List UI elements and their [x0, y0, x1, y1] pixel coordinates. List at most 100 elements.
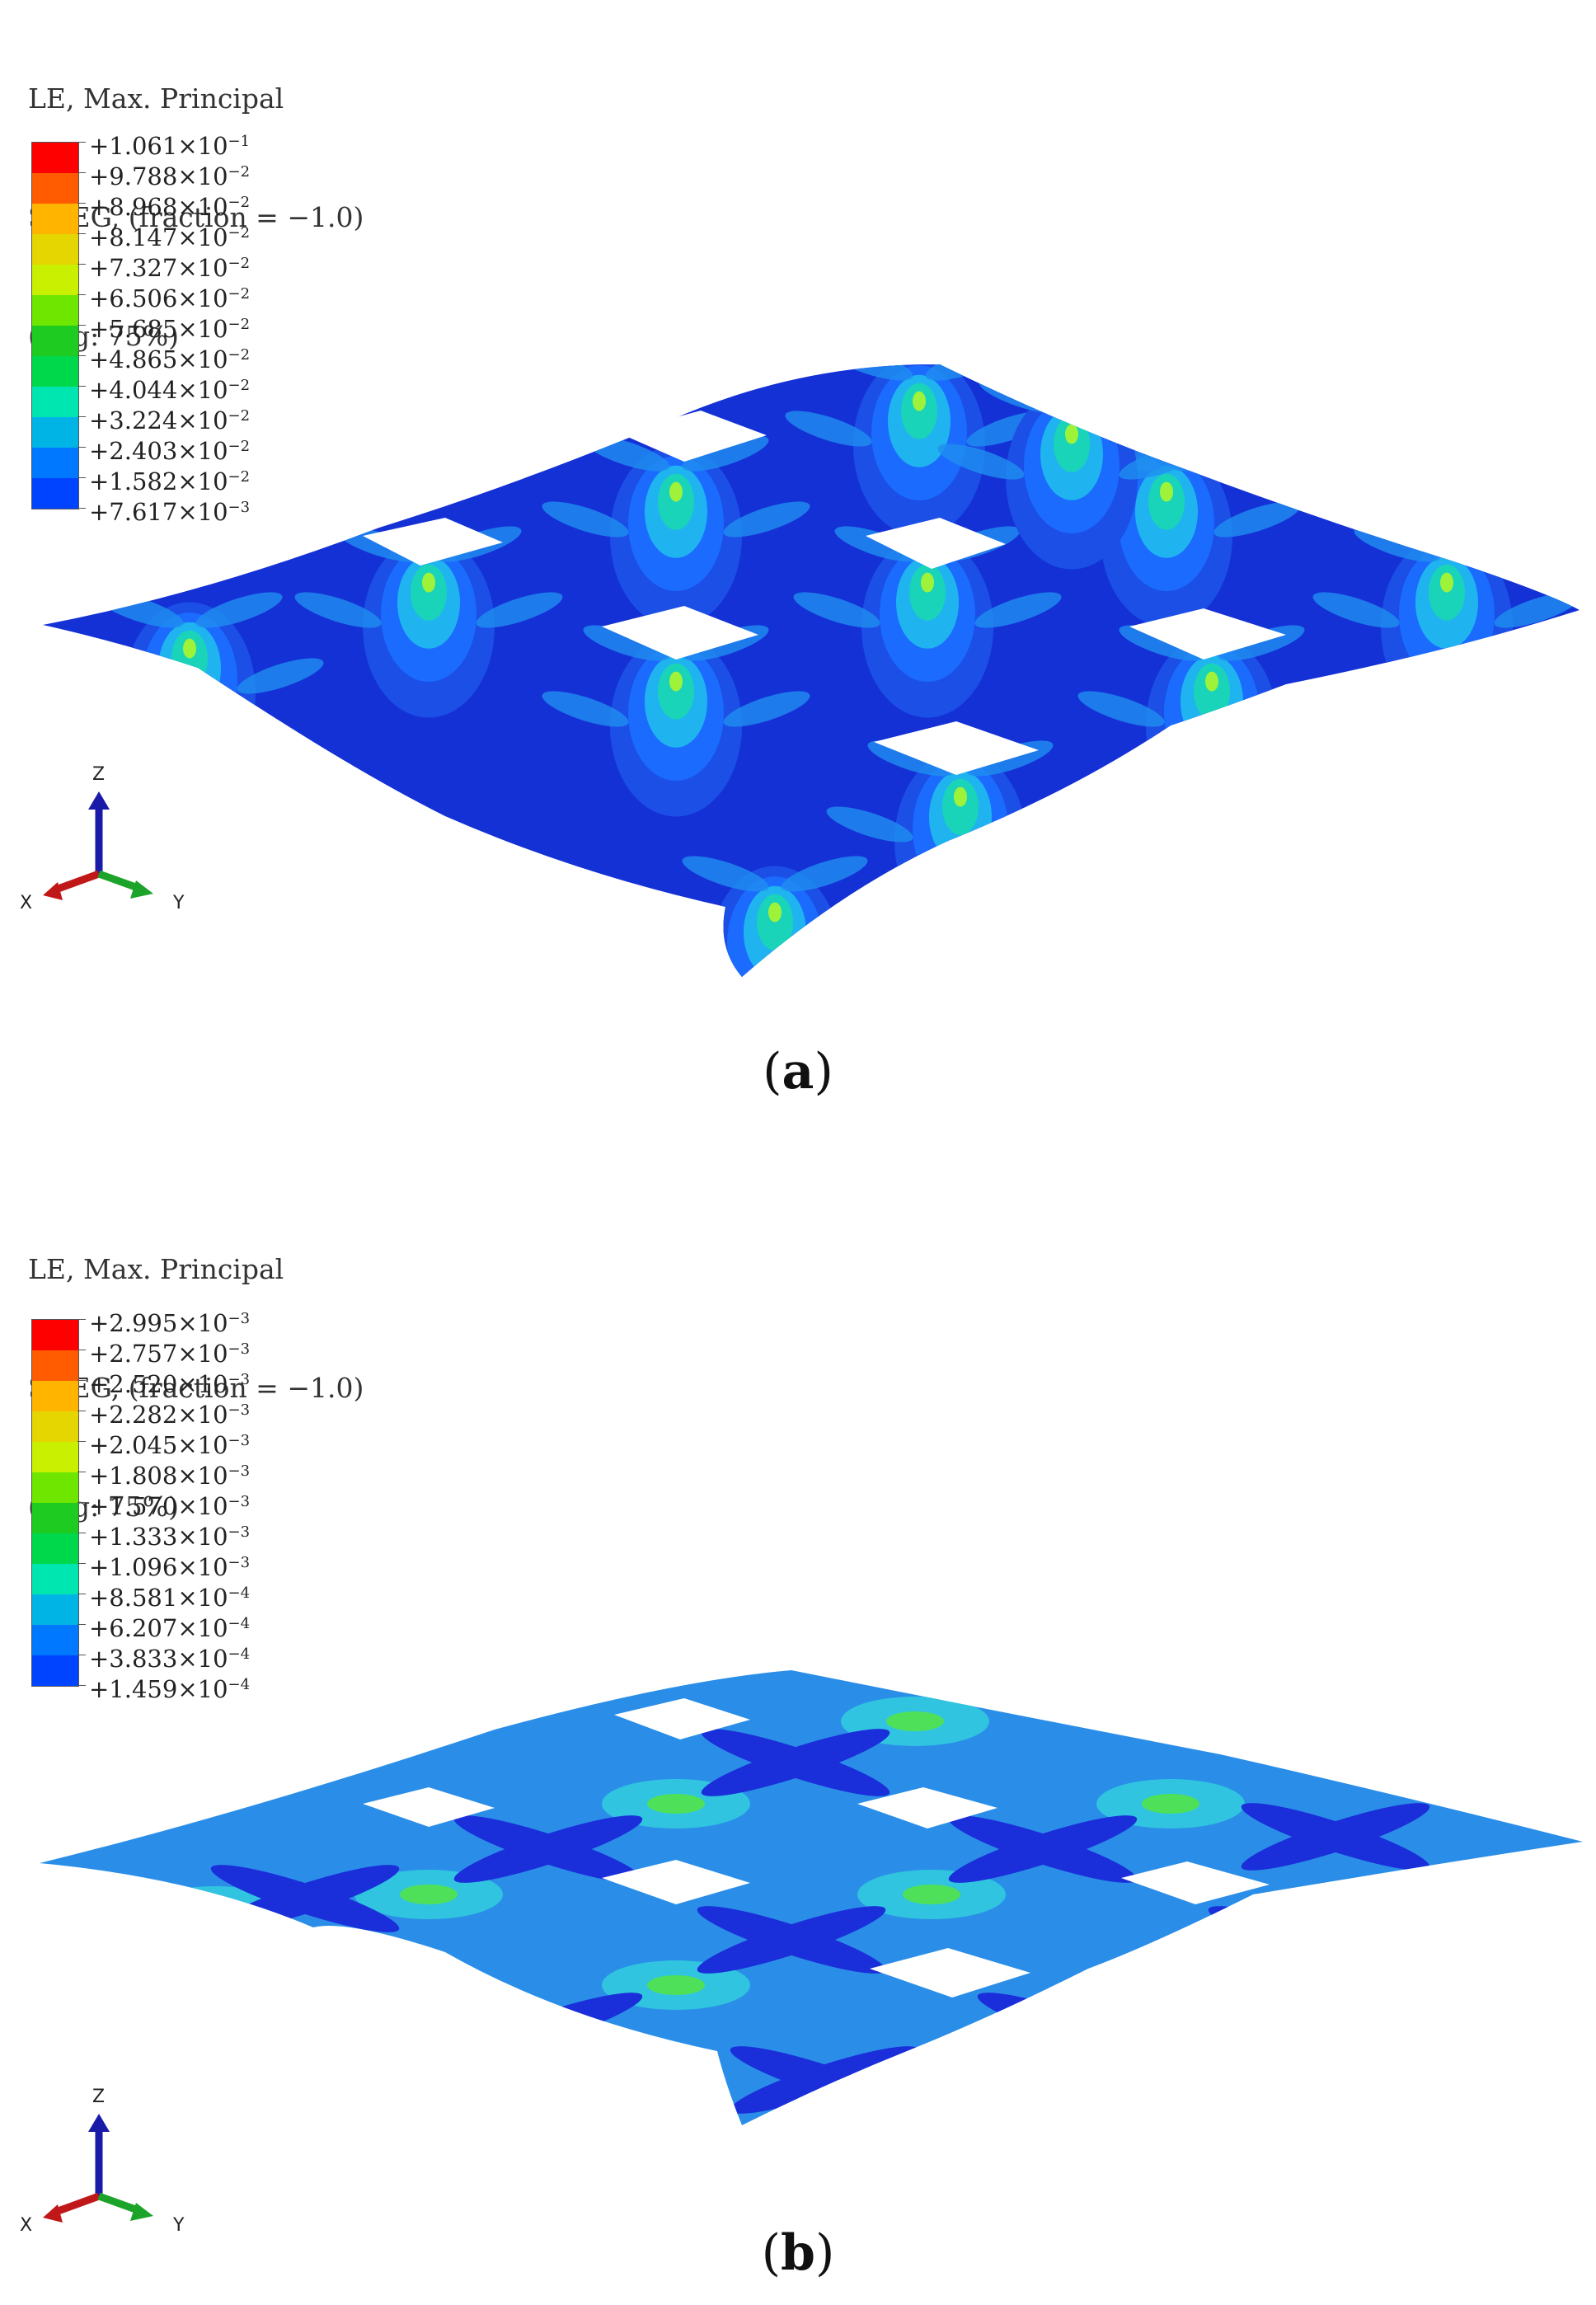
caption-a: (a) [763, 1043, 833, 1101]
legend-value: +1.582×10−2 [89, 462, 250, 497]
strain-contour [1312, 592, 1400, 628]
legend-swatch [32, 204, 78, 234]
legend-value: +9.788×10−2 [89, 157, 250, 192]
strain-contour [785, 411, 872, 447]
legend-swatch [32, 234, 78, 265]
strain-contour [1208, 1906, 1397, 1974]
strain-contour [1077, 691, 1165, 727]
axis-label-z: Z [92, 2087, 105, 2107]
legend-tick [77, 172, 86, 173]
strain-contour [974, 592, 1062, 628]
strain-contour [723, 691, 810, 727]
legend-value-exponent: −4 [228, 1584, 251, 1602]
strain-contour [669, 481, 683, 502]
legend-swatch [32, 448, 78, 478]
legend-value: +2.995×10−3 [89, 1303, 250, 1339]
legend-value-exponent: −2 [228, 468, 251, 486]
legend-tick [77, 264, 86, 265]
legend-tick [77, 447, 86, 448]
legend-value-exponent: −4 [228, 1645, 251, 1663]
legend-value-exponent: −3 [228, 1493, 251, 1510]
legend-value-mantissa: +1.459×10 [89, 1675, 228, 1703]
strain-contour [195, 592, 283, 628]
legend-value: +8.968×10−2 [89, 187, 250, 223]
strain-contour [1148, 473, 1185, 530]
legend-swatch [32, 1411, 78, 1442]
legend-swatch [32, 417, 78, 448]
strain-contour [658, 473, 694, 530]
strain-contour [826, 364, 913, 381]
legend-tick [77, 355, 86, 356]
legend-swatch [32, 1533, 78, 1564]
strain-contour [682, 435, 769, 472]
legend-tick [77, 477, 86, 478]
strain-contour [903, 1885, 960, 1904]
strain-contour [1241, 1803, 1430, 1871]
strain-contour [948, 1815, 1138, 1883]
legend-tick [77, 325, 86, 326]
legend-value: +8.147×10−2 [89, 218, 250, 253]
strain-contour [757, 894, 793, 951]
strain-contour [1259, 691, 1346, 727]
legend-value-mantissa: +4.865×10 [89, 345, 228, 373]
strain-contour [669, 671, 683, 692]
legend-value-exponent: −2 [228, 316, 251, 333]
legend-value: +6.207×10−4 [89, 1608, 250, 1644]
strain-contour [422, 572, 435, 593]
strain-contour [1213, 501, 1301, 538]
axis-triad-b: Z X Y [20, 2087, 185, 2236]
legend-tick [77, 203, 86, 204]
legend-value-mantissa: +6.207×10 [89, 1614, 228, 1642]
axis-triad-a: Z X Y [20, 764, 185, 913]
strain-contour [1142, 1794, 1199, 1814]
legend-value-mantissa: +2.520×10 [89, 1370, 228, 1398]
legend-value-exponent: −2 [228, 407, 251, 425]
legend-tick [77, 1380, 86, 1381]
legend-value-mantissa: +4.044×10 [89, 376, 228, 404]
legend-value-mantissa: +2.757×10 [89, 1340, 228, 1368]
legend-swatch [32, 265, 78, 295]
strain-contour [1119, 625, 1206, 661]
mesh-holes-a [363, 411, 1286, 775]
legend-value-exponent: −2 [228, 346, 251, 364]
legend-value-mantissa: +1.096×10 [89, 1553, 228, 1581]
legend-value-mantissa: +1.808×10 [89, 1462, 228, 1490]
legend-swatch [32, 295, 78, 326]
strain-contour [1065, 424, 1078, 444]
legend-value-exponent: −4 [228, 1676, 251, 1693]
legend-value-exponent: −3 [228, 1523, 251, 1541]
legend-value-mantissa: +1.333×10 [89, 1523, 228, 1551]
legend-value-exponent: −3 [228, 1432, 251, 1449]
legend-value: +2.757×10−3 [89, 1334, 250, 1369]
strain-contour [901, 383, 937, 439]
strain-contour [927, 2066, 985, 2086]
strain-contour [1440, 572, 1453, 593]
legend-value-mantissa: +8.968×10 [89, 193, 228, 221]
legend-variable: LE, Max. Principal [28, 1253, 284, 1285]
legend-value: +1.459×10−4 [89, 1669, 250, 1705]
legend-value-mantissa: +1.570×10 [89, 1492, 228, 1520]
legend-swatch [32, 1625, 78, 1655]
legend-value-exponent: −2 [228, 377, 251, 394]
legend-value: +6.506×10−2 [89, 279, 250, 314]
strain-contour [1208, 1906, 1397, 1974]
legend-value: +7.617×10−3 [89, 492, 250, 528]
legend-swatch [32, 1472, 78, 1503]
axis-label-y: Y [172, 2215, 185, 2236]
legend-value-exponent: −2 [228, 194, 251, 211]
legend-value-mantissa: +8.147×10 [89, 223, 228, 251]
legend-value-mantissa: +5.685×10 [89, 315, 228, 343]
strain-contour [954, 786, 967, 807]
legend-variable: LE, Max. Principal [28, 82, 284, 115]
legend-swatch [32, 143, 78, 173]
legend-value: +1.808×10−3 [89, 1456, 250, 1491]
strain-contour [1054, 415, 1090, 472]
strain-contour [723, 501, 810, 538]
legend-value: +1.096×10−3 [89, 1547, 250, 1583]
strain-contour [1422, 1885, 1480, 1904]
legend-value: +3.224×10−2 [89, 401, 250, 436]
legend-value: +3.833×10−4 [89, 1639, 250, 1674]
legend-tick [77, 1502, 86, 1503]
strain-contour [1494, 592, 1580, 628]
strain-contour [977, 1993, 1166, 2060]
